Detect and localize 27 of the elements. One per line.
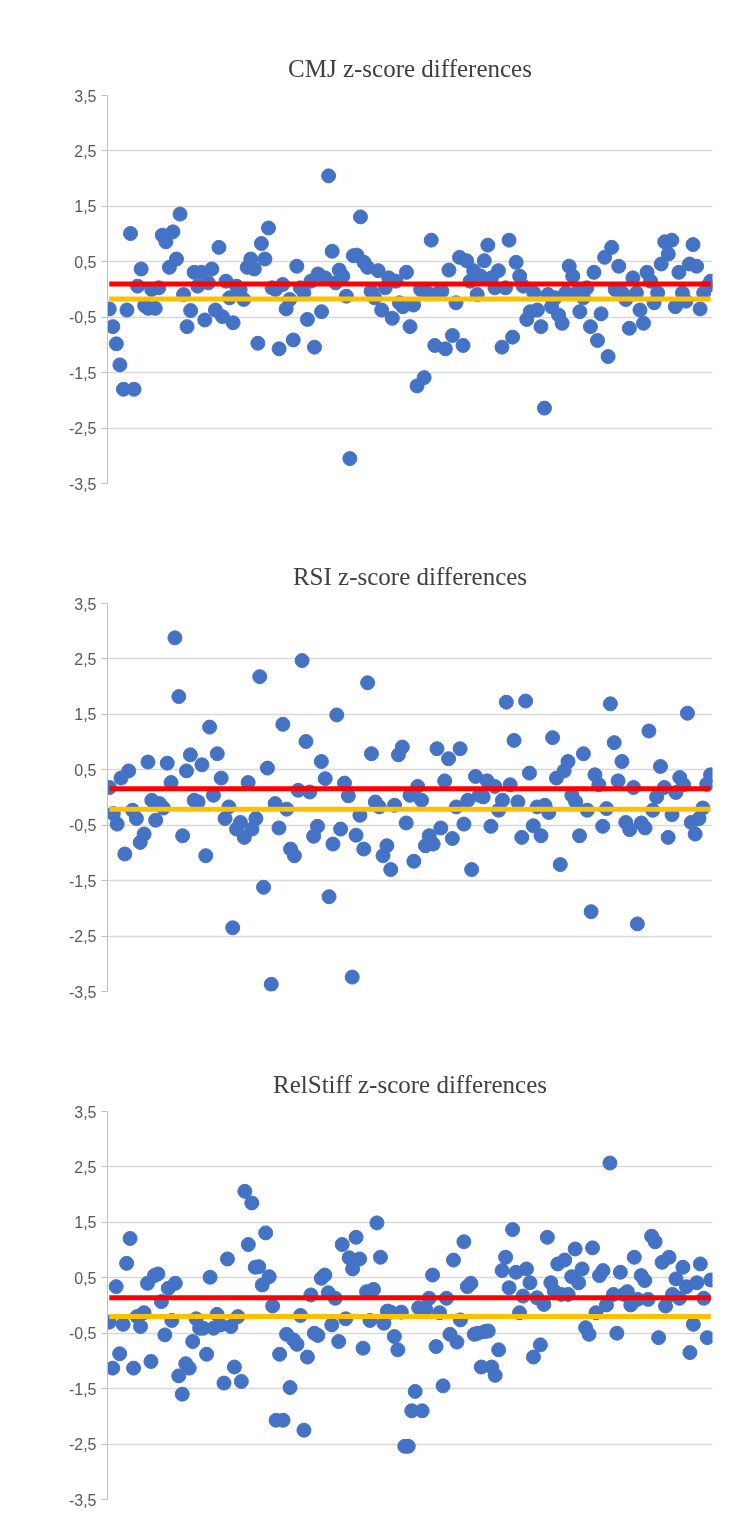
y-tick-label: -1,5	[68, 364, 97, 382]
chart-title: CMJ z-score differences	[288, 54, 532, 82]
y-tick-label: -3,5	[68, 475, 97, 493]
y-tick-label: -2,5	[68, 1436, 97, 1454]
y-tick-label: 0,5	[74, 1269, 97, 1287]
y-tick-label: 1,5	[74, 706, 97, 724]
y-tick-label: 0,5	[74, 761, 97, 779]
chart-title: RelStiff z-score differences	[273, 1070, 547, 1098]
y-tick-label: 2,5	[74, 142, 97, 160]
y-tick-label: 0,5	[74, 253, 97, 271]
y-tick-label: 2,5	[74, 650, 97, 668]
y-tick-label: -1,5	[68, 872, 97, 890]
y-tick-label: 3,5	[74, 595, 97, 613]
chart-title: RSI z-score differences	[292, 562, 528, 590]
y-tick-label: 3,5	[74, 87, 97, 105]
y-tick-label: 3,5	[74, 1103, 97, 1121]
y-tick-label: -3,5	[68, 1491, 97, 1509]
y-tick-label: 1,5	[74, 1214, 97, 1232]
y-tick-label: -0,5	[68, 817, 97, 835]
y-tick-label: -3,5	[68, 983, 97, 1001]
y-tick-label: -2,5	[68, 420, 97, 438]
y-tick-label: -1,5	[68, 1380, 97, 1398]
y-tick-label: 2,5	[74, 1158, 97, 1176]
y-tick-label: -0,5	[68, 309, 97, 327]
y-tick-label: 1,5	[74, 198, 97, 216]
y-tick-label: -0,5	[68, 1325, 97, 1343]
y-tick-label: -2,5	[68, 928, 97, 946]
